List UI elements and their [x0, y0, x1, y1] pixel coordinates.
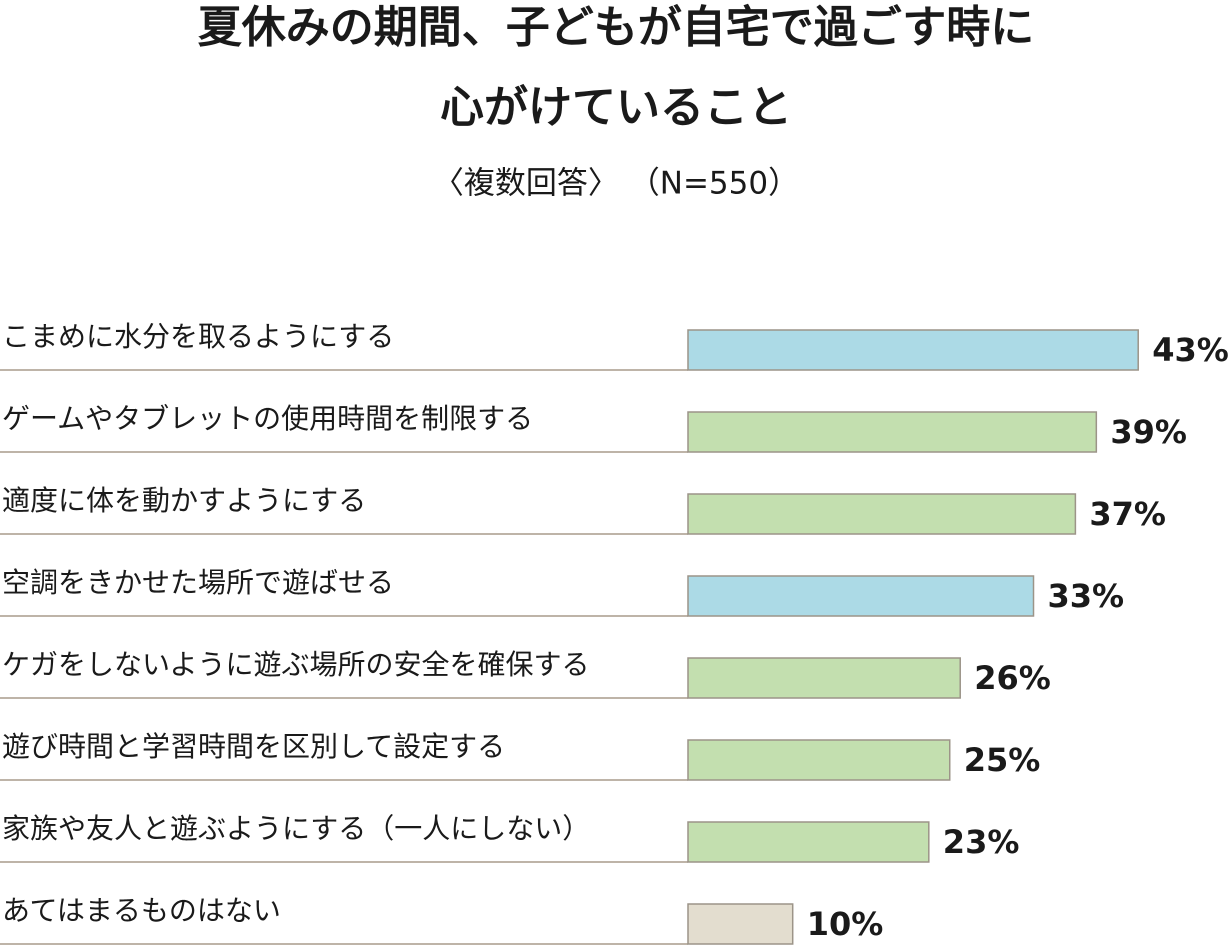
- value-label: 26%: [974, 659, 1051, 697]
- category-label: こまめに水分を取るようにする: [2, 320, 394, 353]
- bar: [687, 739, 951, 781]
- chart-subtitle: 〈複数回答〉 （N=550）: [433, 166, 799, 202]
- value-label: 37%: [1089, 495, 1166, 533]
- category-label: 家族や友人と遊ぶようにする（一人にしない）: [2, 812, 590, 845]
- value-label: 39%: [1110, 413, 1187, 451]
- category-label: 遊び時間と学習時間を区別して設定する: [2, 730, 505, 763]
- category-label: 空調をきかせた場所で遊ばせる: [2, 566, 394, 599]
- category-label: ケガをしないように遊ぶ場所の安全を確保する: [2, 648, 589, 681]
- value-label: 33%: [1048, 577, 1125, 615]
- value-label: 43%: [1152, 331, 1229, 369]
- value-label: 25%: [964, 741, 1041, 779]
- chart-title: 心がけていること: [440, 82, 792, 133]
- bar: [687, 903, 794, 945]
- chart-title: 夏休みの期間、子どもが自宅で過ごす時に: [198, 2, 1034, 53]
- bar: [687, 411, 1098, 453]
- bar: [687, 575, 1035, 617]
- value-label: 23%: [943, 823, 1020, 861]
- bar: [687, 657, 961, 699]
- bar: [687, 329, 1139, 371]
- bar: [687, 821, 930, 863]
- category-label: 適度に体を動かすようにする: [2, 484, 366, 517]
- category-label: ゲームやタブレットの使用時間を制限する: [2, 402, 533, 435]
- category-label: あてはまるものはない: [2, 894, 281, 927]
- value-label: 10%: [807, 905, 884, 943]
- bar: [687, 493, 1077, 535]
